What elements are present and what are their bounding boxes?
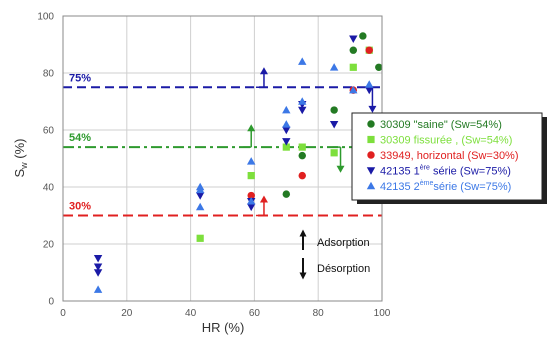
adsorption-label: Adsorption bbox=[317, 237, 370, 249]
x-axis-label: HR (%) bbox=[202, 320, 245, 335]
legend-marker bbox=[367, 151, 375, 159]
grid bbox=[62, 15, 383, 302]
data-point bbox=[247, 191, 255, 200]
data-point bbox=[195, 185, 205, 194]
data-point bbox=[93, 263, 103, 271]
data-point bbox=[365, 46, 373, 54]
x-tick-label: 80 bbox=[313, 308, 325, 319]
data-point bbox=[282, 190, 291, 198]
direction-arrow-head bbox=[259, 67, 268, 75]
data-point bbox=[330, 106, 338, 114]
legend-entry-label: 42135 2èmesérie (Sw=75%) bbox=[380, 180, 511, 193]
series-5 bbox=[93, 57, 374, 293]
data-point bbox=[282, 120, 291, 128]
data-point bbox=[93, 254, 103, 263]
desorption-label: Désorption bbox=[317, 263, 370, 275]
direction-arrow-head bbox=[368, 105, 377, 113]
legend-entry-label: 30309 fissurée , (Sw=54%) bbox=[380, 135, 512, 147]
x-tick-label: 0 bbox=[60, 308, 66, 319]
adsorption-desorption-note: Adsorption Désorption bbox=[299, 229, 370, 280]
legend-entry-label: 33949, horizontal (Sw=30%) bbox=[380, 150, 519, 162]
reference-lines: 75% 54% 30% bbox=[63, 72, 382, 217]
adsorption-direction-arrow bbox=[243, 124, 256, 148]
data-point bbox=[247, 197, 256, 205]
data-point bbox=[298, 97, 307, 105]
legend-marker bbox=[366, 181, 376, 190]
data-point bbox=[93, 285, 103, 293]
data-point bbox=[365, 86, 374, 95]
plot-frame bbox=[62, 15, 383, 302]
x-tick-label: 60 bbox=[249, 308, 261, 319]
y-tick-label: 60 bbox=[43, 126, 55, 137]
series-4 bbox=[93, 35, 374, 277]
y-tick-label: 40 bbox=[43, 183, 55, 194]
data-point bbox=[329, 121, 339, 129]
data-point bbox=[329, 63, 339, 71]
tick-labels: 0 20 40 60 80 100 0 20 40 60 80 100 bbox=[37, 12, 390, 320]
data-point bbox=[298, 106, 307, 115]
data-point bbox=[282, 105, 291, 114]
reference-line-label: 75% bbox=[69, 72, 91, 84]
data-point bbox=[196, 234, 204, 242]
data-point bbox=[247, 157, 256, 165]
data-point bbox=[282, 143, 290, 151]
legend-marker bbox=[367, 120, 375, 128]
desorption-direction-arrow bbox=[332, 146, 345, 173]
data-point bbox=[349, 35, 358, 43]
reference-line-label: 30% bbox=[69, 201, 91, 213]
data-point bbox=[298, 171, 306, 180]
y-tick-label: 100 bbox=[37, 12, 54, 23]
direction-arrow-head bbox=[259, 195, 268, 203]
legend-marker bbox=[366, 167, 376, 175]
adsorption-direction-arrow bbox=[255, 195, 268, 217]
x-tick-label: 40 bbox=[185, 308, 197, 319]
data-points bbox=[93, 32, 383, 293]
data-point bbox=[365, 80, 374, 88]
data-point bbox=[359, 32, 367, 40]
direction-arrow-head bbox=[336, 165, 345, 173]
series-2 bbox=[196, 46, 373, 242]
data-point bbox=[349, 85, 358, 94]
legend-entry-label: 30309 "saine" (Sw=54%) bbox=[380, 119, 502, 131]
data-point bbox=[282, 126, 291, 135]
direction-arrow-head bbox=[247, 124, 256, 132]
data-point bbox=[247, 172, 255, 180]
legend-entry-label: 42135 1ère série (Sw=75%) bbox=[380, 165, 511, 178]
data-point bbox=[298, 151, 306, 160]
data-point bbox=[330, 149, 338, 157]
y-tick-label: 0 bbox=[48, 297, 54, 308]
data-point bbox=[195, 192, 205, 200]
x-tick-label: 20 bbox=[121, 308, 133, 319]
data-point bbox=[282, 138, 291, 146]
reference-line-label: 54% bbox=[69, 132, 91, 144]
y-tick-label: 80 bbox=[43, 69, 55, 80]
x-tick-label: 100 bbox=[374, 308, 391, 319]
legend: 30309 "saine" (Sw=54%) 30309 fissurée , (… bbox=[351, 112, 547, 204]
data-point bbox=[349, 63, 357, 71]
data-point bbox=[247, 203, 256, 212]
series-3 bbox=[247, 46, 373, 200]
data-point bbox=[375, 63, 383, 72]
data-point bbox=[298, 143, 306, 151]
legend-marker bbox=[367, 135, 375, 144]
data-point bbox=[298, 57, 307, 65]
legend-box bbox=[351, 112, 543, 201]
data-point bbox=[93, 269, 103, 277]
y-tick-label: 20 bbox=[43, 240, 55, 251]
data-point bbox=[195, 202, 205, 211]
y-axis-label: Sw (%) bbox=[12, 138, 29, 177]
data-point bbox=[349, 46, 358, 54]
series-1 bbox=[282, 32, 383, 198]
adsorption-direction-arrow bbox=[255, 67, 268, 88]
